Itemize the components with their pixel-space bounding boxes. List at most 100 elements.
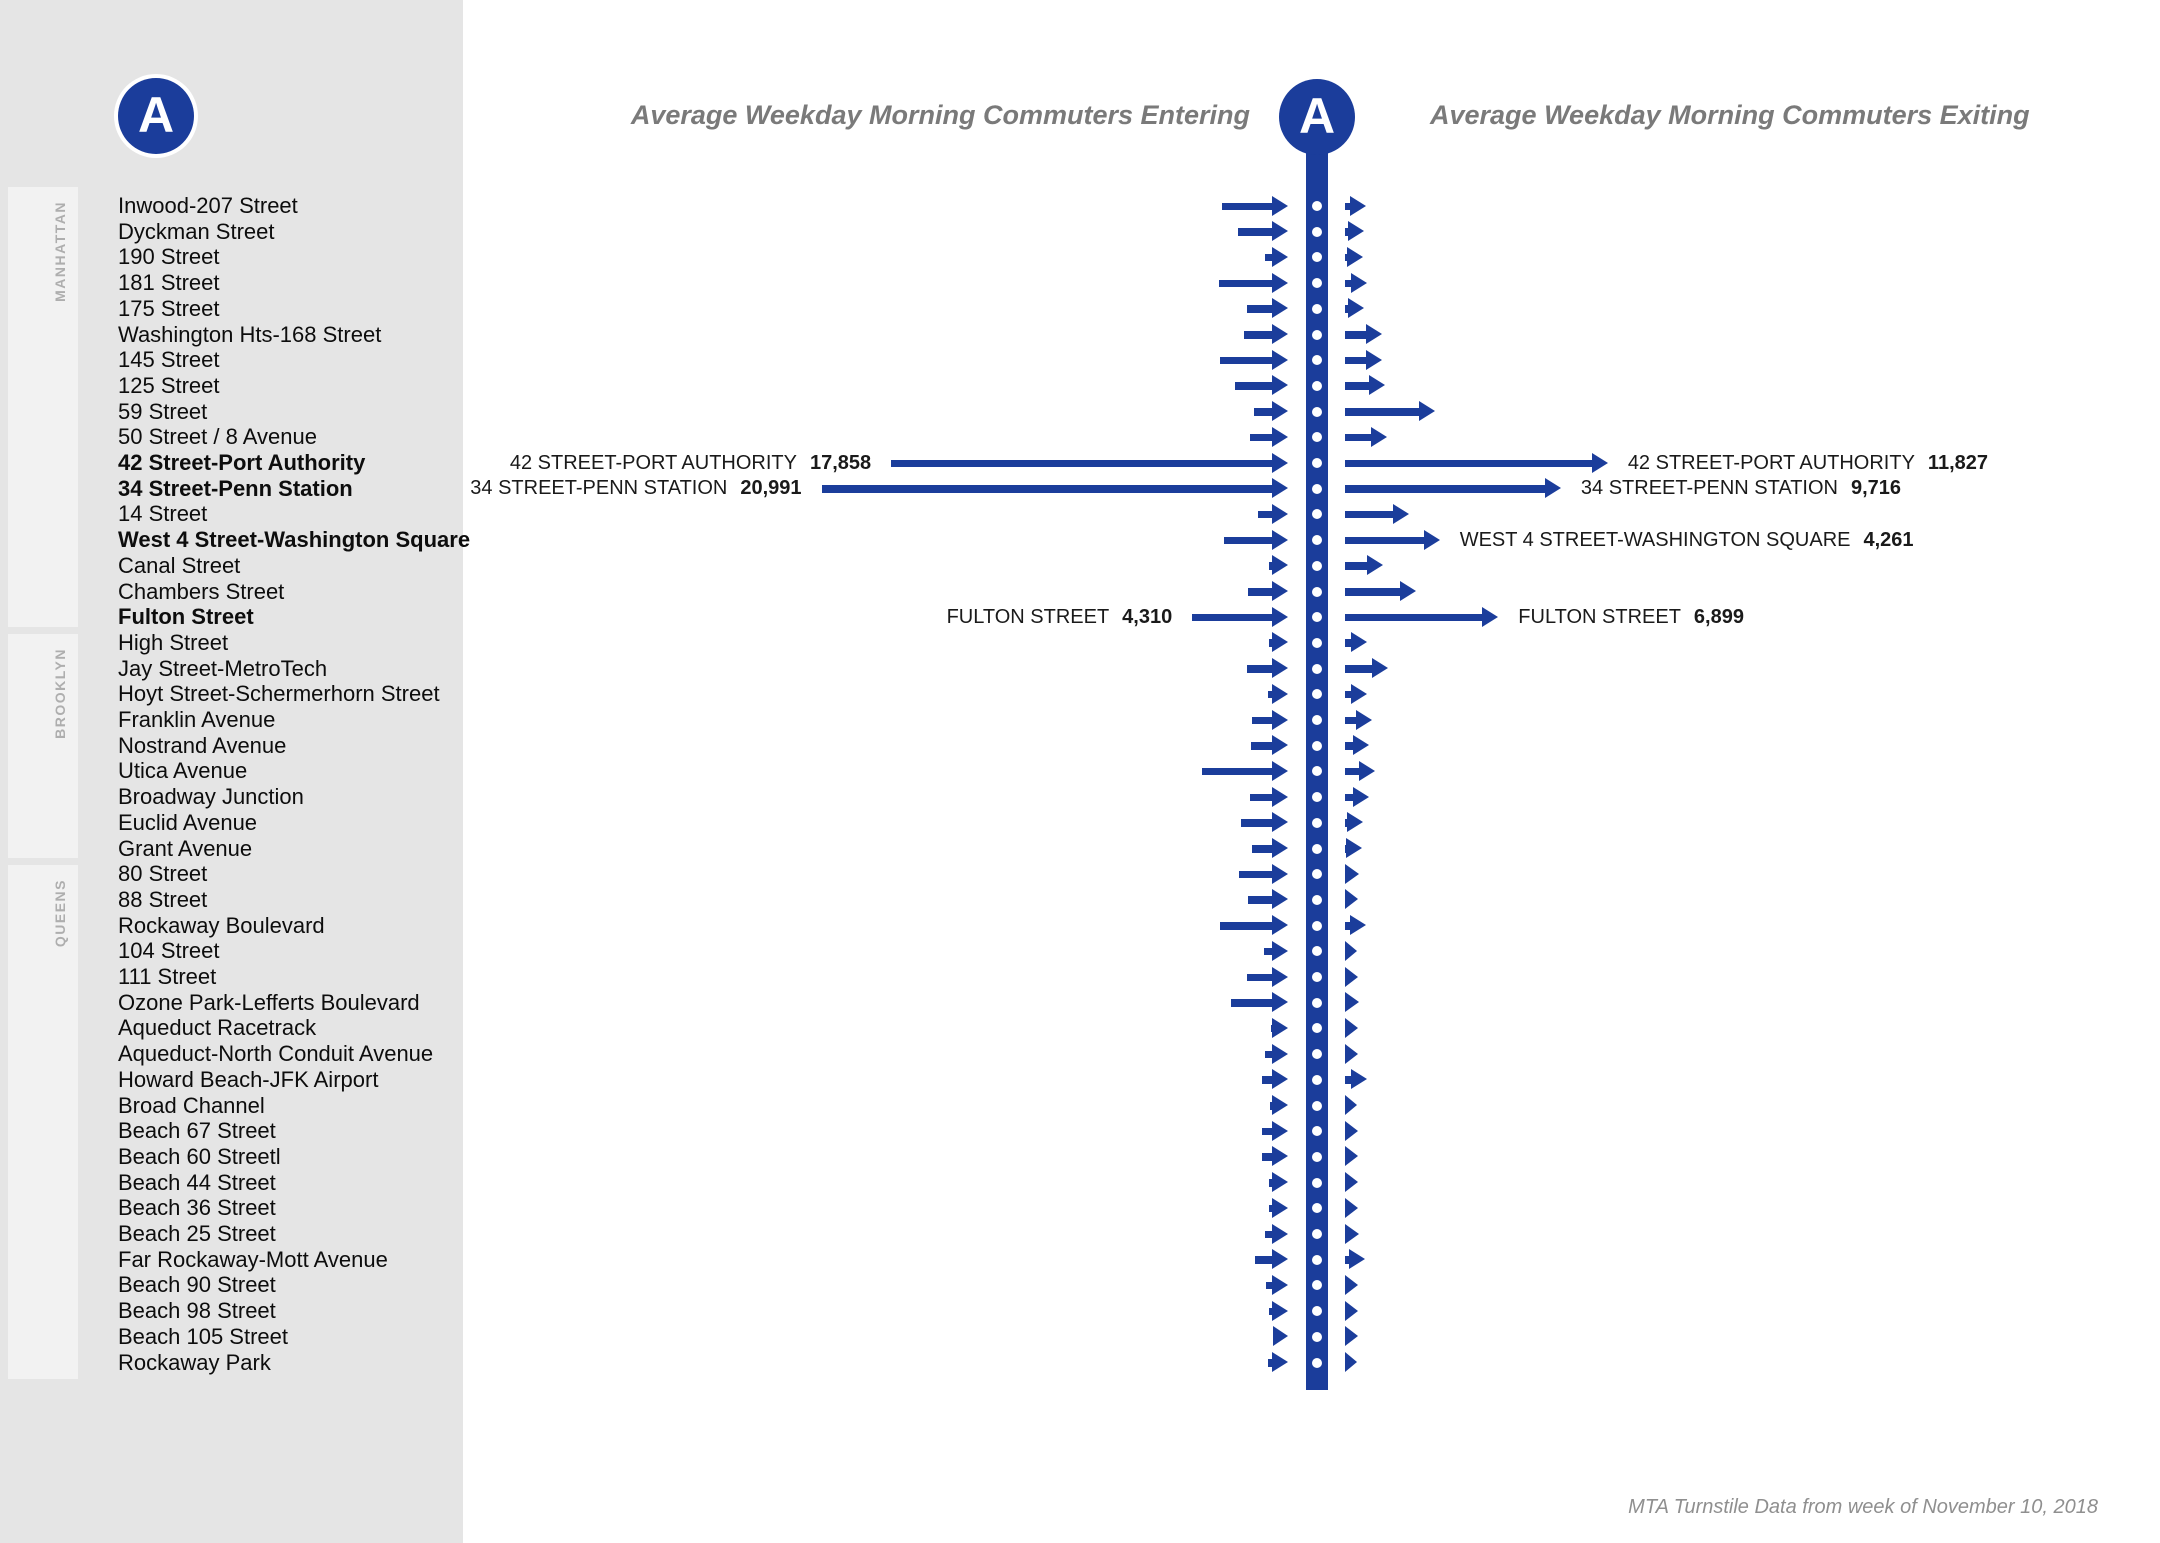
station-dot: [1311, 894, 1322, 905]
station-list-item: Broad Channel: [118, 1092, 265, 1118]
arrow-head-icon: [1271, 1043, 1288, 1064]
arrow-head-icon: [1345, 966, 1359, 987]
station-list-item: Fulton Street: [118, 604, 254, 630]
station-list-item: Grant Avenue: [118, 835, 253, 861]
exiting-arrow: [1345, 992, 1360, 1013]
entering-arrow: [1270, 1095, 1288, 1116]
entering-arrow: [1258, 503, 1288, 525]
arrow-shaft: [1220, 922, 1274, 930]
station-dot: [1311, 1331, 1322, 1342]
entering-arrow: [1272, 1326, 1288, 1347]
arrow-shaft: [1269, 1179, 1274, 1187]
station-dot: [1311, 1229, 1322, 1239]
entering-arrow: [1246, 658, 1288, 679]
borough-label: MANHATTAN: [52, 200, 68, 302]
arrow-shaft: [1248, 588, 1274, 596]
station-list-item: Rockaway Park: [118, 1349, 271, 1375]
arrow-head-icon: [1271, 1146, 1288, 1167]
arrow-shaft: [1263, 947, 1274, 956]
arrow-head-icon: [1271, 1017, 1288, 1038]
arrow-shaft: [1270, 1102, 1274, 1110]
arrow-shaft: [1345, 382, 1371, 390]
arrow-head-icon: [1271, 1300, 1288, 1321]
station-dot: [1311, 792, 1322, 803]
station-list-item: 104 Street: [118, 938, 220, 964]
arrow-head-icon: [1347, 298, 1364, 319]
arrow-shaft: [1345, 665, 1375, 673]
entering-arrow: [891, 452, 1288, 474]
station-list-item: West 4 Street-Washington Square: [118, 527, 471, 553]
line-a-badge-sidebar: A: [118, 78, 194, 154]
entering-arrow: [1248, 581, 1288, 602]
line-a-letter: A: [137, 87, 175, 143]
arrow-head-icon: [1345, 863, 1360, 884]
station-list-item: Howard Beach-JFK Airport: [118, 1066, 379, 1092]
station-list-item: Franklin Avenue: [118, 707, 276, 732]
station-dot: [1311, 355, 1322, 366]
arrow-shaft: [1345, 253, 1349, 262]
arrow-head-icon: [1423, 529, 1440, 550]
arrow-head-icon: [1272, 503, 1288, 524]
arrow-head-icon: [1271, 966, 1288, 987]
entering-arrow: [1246, 966, 1288, 988]
station-dot: [1311, 1126, 1322, 1137]
arrow-shaft: [1223, 536, 1274, 545]
station-list-item: Euclid Avenue: [118, 809, 258, 835]
arrow-head-icon: [1345, 992, 1360, 1013]
entering-arrow: [1202, 760, 1288, 782]
station-dot: [1311, 252, 1322, 263]
arrow-head-icon: [1271, 375, 1288, 396]
entering-arrow: [1246, 298, 1288, 319]
arrow-head-icon: [1346, 812, 1363, 833]
exiting-arrow: [1345, 1197, 1359, 1219]
station-list-item: Beach 90 Street: [118, 1272, 276, 1298]
arrow-shaft: [1345, 536, 1426, 545]
exiting-arrow: [1345, 838, 1362, 859]
arrow-shaft: [1241, 819, 1274, 827]
station-list-item: Nostrand Avenue: [118, 732, 287, 758]
arrow-shaft: [1271, 1024, 1274, 1033]
entering-arrow: [1243, 324, 1288, 345]
callout-station-name: 34 STREET-PENN STATION: [1580, 477, 1838, 500]
exiting-arrow: [1345, 658, 1389, 679]
arrow-head-icon: [1345, 1326, 1359, 1347]
arrow-shaft: [1345, 742, 1356, 750]
station-list-item: Washington Hts-168 Street: [118, 321, 382, 347]
station-list-item: 80 Street: [118, 861, 208, 887]
arrow-shaft: [1234, 382, 1274, 390]
station-list-item: Beach 36 Street: [118, 1195, 276, 1221]
arrow-head-icon: [1345, 1172, 1359, 1193]
arrow-head-icon: [1271, 555, 1288, 576]
station-dot: [1311, 817, 1322, 828]
station-list-item: Utica Avenue: [118, 758, 248, 784]
arrow-shaft: [1243, 331, 1274, 339]
arrow-shaft: [1252, 716, 1274, 724]
arrow-shaft: [1252, 845, 1274, 853]
entering-arrow: [1263, 940, 1288, 962]
arrow-shaft: [1345, 459, 1594, 467]
station-dot: [1311, 560, 1322, 571]
arrow-head-icon: [1271, 915, 1288, 936]
entering-arrow: [1192, 606, 1288, 628]
arrow-head-icon: [1544, 478, 1561, 499]
arrow-head-icon: [1482, 606, 1499, 627]
exiting-arrow: [1345, 581, 1417, 602]
exiting-arrow: [1345, 1352, 1358, 1373]
arrow-head-icon: [1272, 1352, 1288, 1372]
station-dot: [1311, 483, 1322, 494]
arrow-shaft: [1345, 767, 1361, 776]
sidebar: MANHATTAN BROOKLYN QUEENS A Inwood-207 Str…: [0, 0, 470, 1543]
arrow-shaft: [1250, 793, 1274, 802]
station-dot: [1311, 380, 1322, 391]
arrow-head-icon: [1349, 1249, 1365, 1270]
entering-arrow: [1268, 683, 1288, 705]
callout-entering: 34 STREET-PENN STATION 20,991: [470, 476, 801, 501]
arrow-head-icon: [1345, 1300, 1359, 1321]
arrow-shaft: [1254, 1256, 1274, 1264]
exiting-arrow: [1345, 966, 1359, 988]
station-list-item: 190 Street: [118, 244, 220, 270]
callout-value: 6,899: [1693, 605, 1744, 628]
station-list-item: Beach 105 Street: [118, 1323, 289, 1349]
arrow-head-icon: [1271, 529, 1288, 550]
entering-arrow: [1271, 1017, 1288, 1039]
